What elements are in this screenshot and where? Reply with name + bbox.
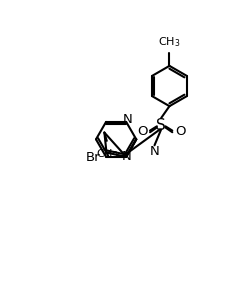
Text: S: S <box>156 118 166 133</box>
Text: CH$_3$: CH$_3$ <box>158 35 181 49</box>
Text: O: O <box>175 124 185 137</box>
Text: O: O <box>137 124 147 137</box>
Text: CH$_3$: CH$_3$ <box>96 147 118 160</box>
Text: N: N <box>122 150 132 163</box>
Text: Br: Br <box>86 152 100 164</box>
Text: N: N <box>150 145 160 158</box>
Text: N: N <box>123 113 132 126</box>
